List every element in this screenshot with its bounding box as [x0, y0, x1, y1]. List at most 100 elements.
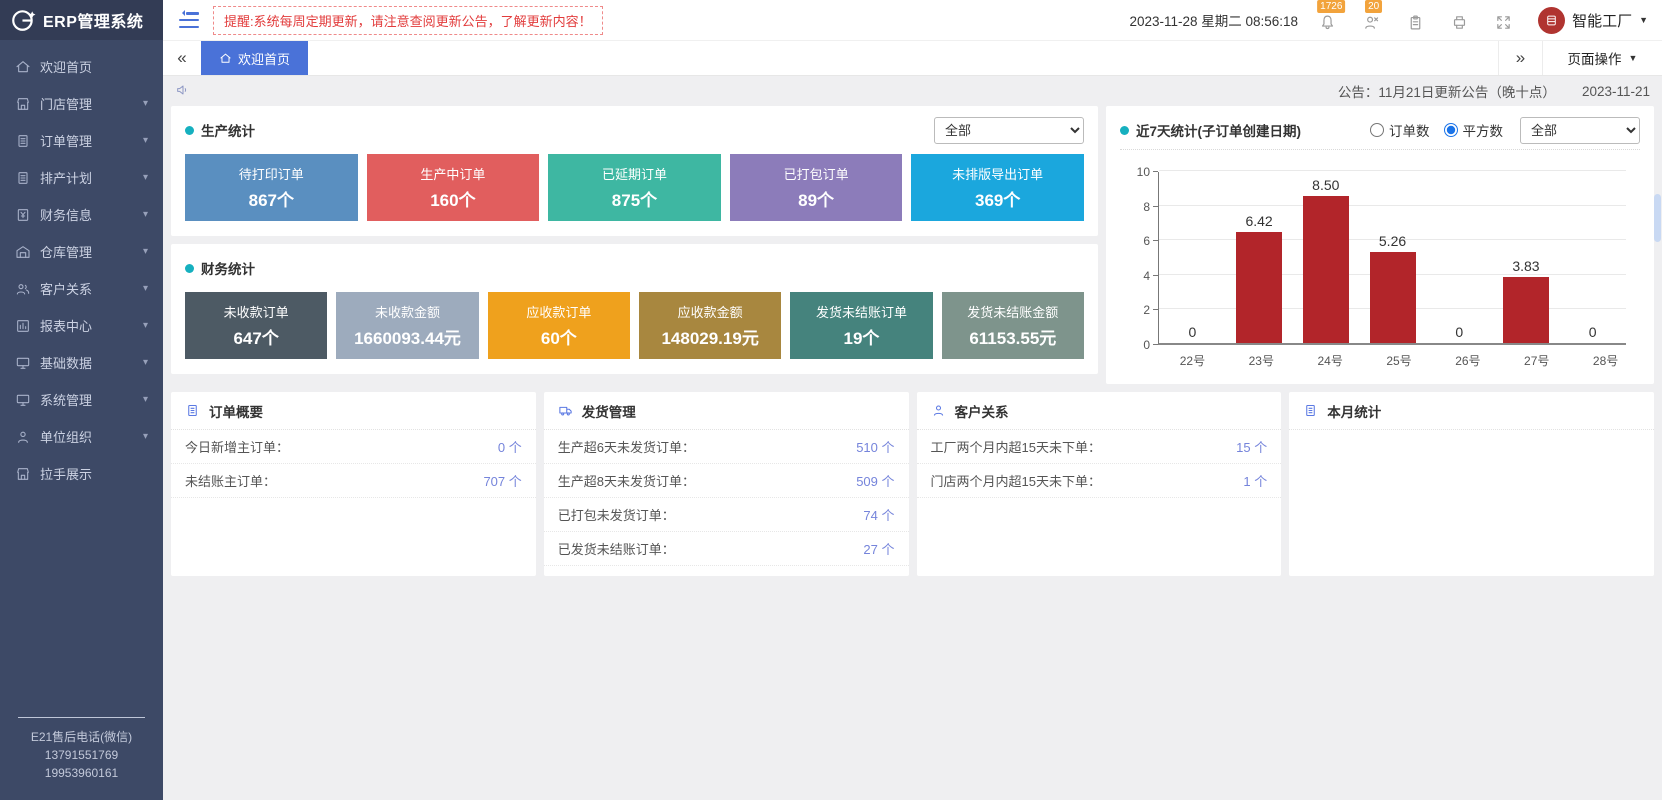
sidebar-item-4[interactable]: 排产计划▾	[0, 159, 163, 196]
sidebar-item-1[interactable]: 欢迎首页	[0, 48, 163, 85]
chevron-down-icon: ▾	[143, 357, 148, 368]
fullscreen-button[interactable]	[1488, 0, 1518, 40]
summary-row[interactable]: 生产超8天未发货订单：509 个	[544, 464, 909, 498]
logo-icon	[10, 7, 36, 33]
sidebar-item-12[interactable]: 拉手展示	[0, 455, 163, 492]
bar-24号[interactable]: 8.50	[1292, 172, 1359, 343]
top-header: 提醒:系统每周定期更新，请注意查阅更新公告，了解更新内容！ 2023-11-28…	[163, 0, 1662, 40]
chart-mode-radio-1[interactable]: 订单数	[1370, 120, 1430, 140]
production-card-4[interactable]: 已打包订单89个	[730, 154, 903, 221]
finance-card-6[interactable]: 发货未结账金额61153.55元	[942, 292, 1084, 359]
finance-stats-panel: 财务统计 未收款订单647个未收款金额1660093.44元应收款订单60个应收…	[171, 244, 1098, 374]
bar-23号[interactable]: 6.42	[1226, 172, 1293, 343]
summary-panel-4: 本月统计	[1289, 392, 1654, 576]
stat-label: 已延期订单	[602, 164, 667, 183]
support-label: E21售后电话(微信)	[12, 728, 151, 746]
chart-filter-select[interactable]: 全部	[1520, 117, 1640, 144]
radio-input[interactable]	[1370, 123, 1384, 137]
bar-27号[interactable]: 3.83	[1493, 172, 1560, 343]
bar-value-label: 0	[1159, 324, 1226, 340]
sidebar-item-label: 财务信息	[40, 205, 134, 224]
bar-value-label: 5.26	[1359, 233, 1426, 249]
bar-chart: 0246810 06.428.505.2603.830	[1120, 150, 1640, 347]
finance-card-5[interactable]: 发货未结账订单19个	[790, 292, 932, 359]
stat-label: 应收款金额	[678, 302, 743, 321]
bar-value-label: 3.83	[1493, 258, 1560, 274]
summary-row[interactable]: 未结账主订单：707 个	[171, 464, 536, 498]
stat-value: 369个	[975, 186, 1020, 211]
sidebar-item-6[interactable]: 仓库管理▾	[0, 233, 163, 270]
summary-row[interactable]: 生产超6天未发货订单：510 个	[544, 430, 909, 464]
summary-row[interactable]: 门店两个月内超15天未下单：1 个	[917, 464, 1282, 498]
chart-mode-radio-2[interactable]: 平方数	[1444, 120, 1504, 140]
summary-row[interactable]: 工厂两个月内超15天未下单：15 个	[917, 430, 1282, 464]
summary-row[interactable]: 已发货未结账订单：27 个	[544, 532, 909, 566]
production-card-2[interactable]: 生产中订单160个	[367, 154, 540, 221]
system-alert-banner[interactable]: 提醒:系统每周定期更新，请注意查阅更新公告，了解更新内容！	[213, 6, 603, 35]
section-dot-icon	[185, 264, 194, 273]
y-tick-label: 8	[1143, 200, 1150, 214]
chart-plot-area: 06.428.505.2603.830	[1158, 172, 1626, 345]
bar-value-label: 0	[1559, 324, 1626, 340]
y-tick-label: 4	[1143, 269, 1150, 283]
finance-card-4[interactable]: 应收款金额148029.19元	[639, 292, 781, 359]
tabs-scroll-left-button[interactable]: «	[163, 41, 201, 75]
account-menu[interactable]: 智能工厂 ▼	[1538, 7, 1648, 34]
bar-26号[interactable]: 0	[1426, 172, 1493, 343]
stat-value: 875个	[612, 186, 657, 211]
bar-value-label: 0	[1426, 324, 1493, 340]
production-card-3[interactable]: 已延期订单 875个	[548, 154, 721, 221]
bar-25号[interactable]: 5.26	[1359, 172, 1426, 343]
speaker-icon[interactable]	[175, 82, 191, 101]
chart-y-axis: 0246810	[1130, 172, 1158, 345]
sidebar-item-2[interactable]: 门店管理▾	[0, 85, 163, 122]
bar-28号[interactable]: 0	[1559, 172, 1626, 343]
stat-value: 1660093.44元	[354, 324, 461, 349]
production-card-5[interactable]: 未排版导出订单369个	[911, 154, 1084, 221]
footer-divider	[18, 717, 145, 718]
people-icon	[15, 281, 31, 297]
device-button[interactable]	[1444, 0, 1474, 40]
sidebar-item-9[interactable]: 基础数据▾	[0, 344, 163, 381]
main-area: 提醒:系统每周定期更新，请注意查阅更新公告，了解更新内容！ 2023-11-28…	[163, 0, 1662, 800]
store-icon	[15, 466, 31, 482]
summary-panel-header: 客户关系	[917, 392, 1282, 430]
radio-input[interactable]	[1444, 123, 1458, 137]
x-tick-label: 22号	[1158, 352, 1227, 369]
contacts-button[interactable]: 20	[1356, 0, 1386, 40]
page-actions-dropdown[interactable]: 页面操作 ▼	[1542, 41, 1662, 75]
sidebar-item-11[interactable]: 单位组织 ▾	[0, 418, 163, 455]
summary-row-label: 未结账主订单：	[185, 471, 276, 490]
summary-row[interactable]: 今日新增主订单：0 个	[171, 430, 536, 464]
page-actions-label: 页面操作	[1568, 48, 1622, 68]
sidebar-item-5[interactable]: 财务信息▾	[0, 196, 163, 233]
announcement-link[interactable]: 公告：11月21日更新公告（晚十点）	[1338, 81, 1556, 101]
finance-stats-title: 财务统计	[201, 258, 255, 278]
sidebar-item-8[interactable]: 报表中心▾	[0, 307, 163, 344]
finance-card-1[interactable]: 未收款订单647个	[185, 292, 327, 359]
summary-row-label: 门店两个月内超15天未下单：	[931, 471, 1101, 490]
summary-row-value: 510 个	[856, 437, 894, 456]
support-phone-1: 13791551769	[12, 746, 151, 764]
notifications-button[interactable]: 1726	[1312, 0, 1342, 40]
stat-value: 160个	[430, 186, 475, 211]
scrollbar-thumb[interactable]	[1654, 194, 1661, 242]
chevron-down-icon: ▾	[143, 431, 148, 442]
printer-icon	[1451, 14, 1468, 31]
sidebar-item-7[interactable]: 客户关系▾	[0, 270, 163, 307]
summary-row[interactable]: 已打包未发货订单：74 个	[544, 498, 909, 532]
sidebar-item-10[interactable]: 系统管理▾	[0, 381, 163, 418]
tab-welcome-home[interactable]: 欢迎首页	[201, 41, 308, 75]
finance-card-2[interactable]: 未收款金额1660093.44元	[336, 292, 478, 359]
clipboard-button[interactable]	[1400, 0, 1430, 40]
tabs-scroll-right-button[interactable]: »	[1498, 41, 1542, 75]
collapse-menu-icon[interactable]	[179, 12, 199, 28]
production-filter-select[interactable]: 全部	[934, 117, 1084, 144]
production-card-1[interactable]: 待打印订单867个	[185, 154, 358, 221]
finance-cards: 未收款订单647个未收款金额1660093.44元应收款订单60个应收款金额14…	[185, 292, 1084, 359]
x-tick-label: 25号	[1365, 352, 1434, 369]
finance-card-3[interactable]: 应收款订单60个	[488, 292, 630, 359]
sidebar-item-3[interactable]: 订单管理▾	[0, 122, 163, 159]
bar-22号[interactable]: 0	[1159, 172, 1226, 343]
sidebar-item-label: 单位组织	[40, 427, 134, 446]
